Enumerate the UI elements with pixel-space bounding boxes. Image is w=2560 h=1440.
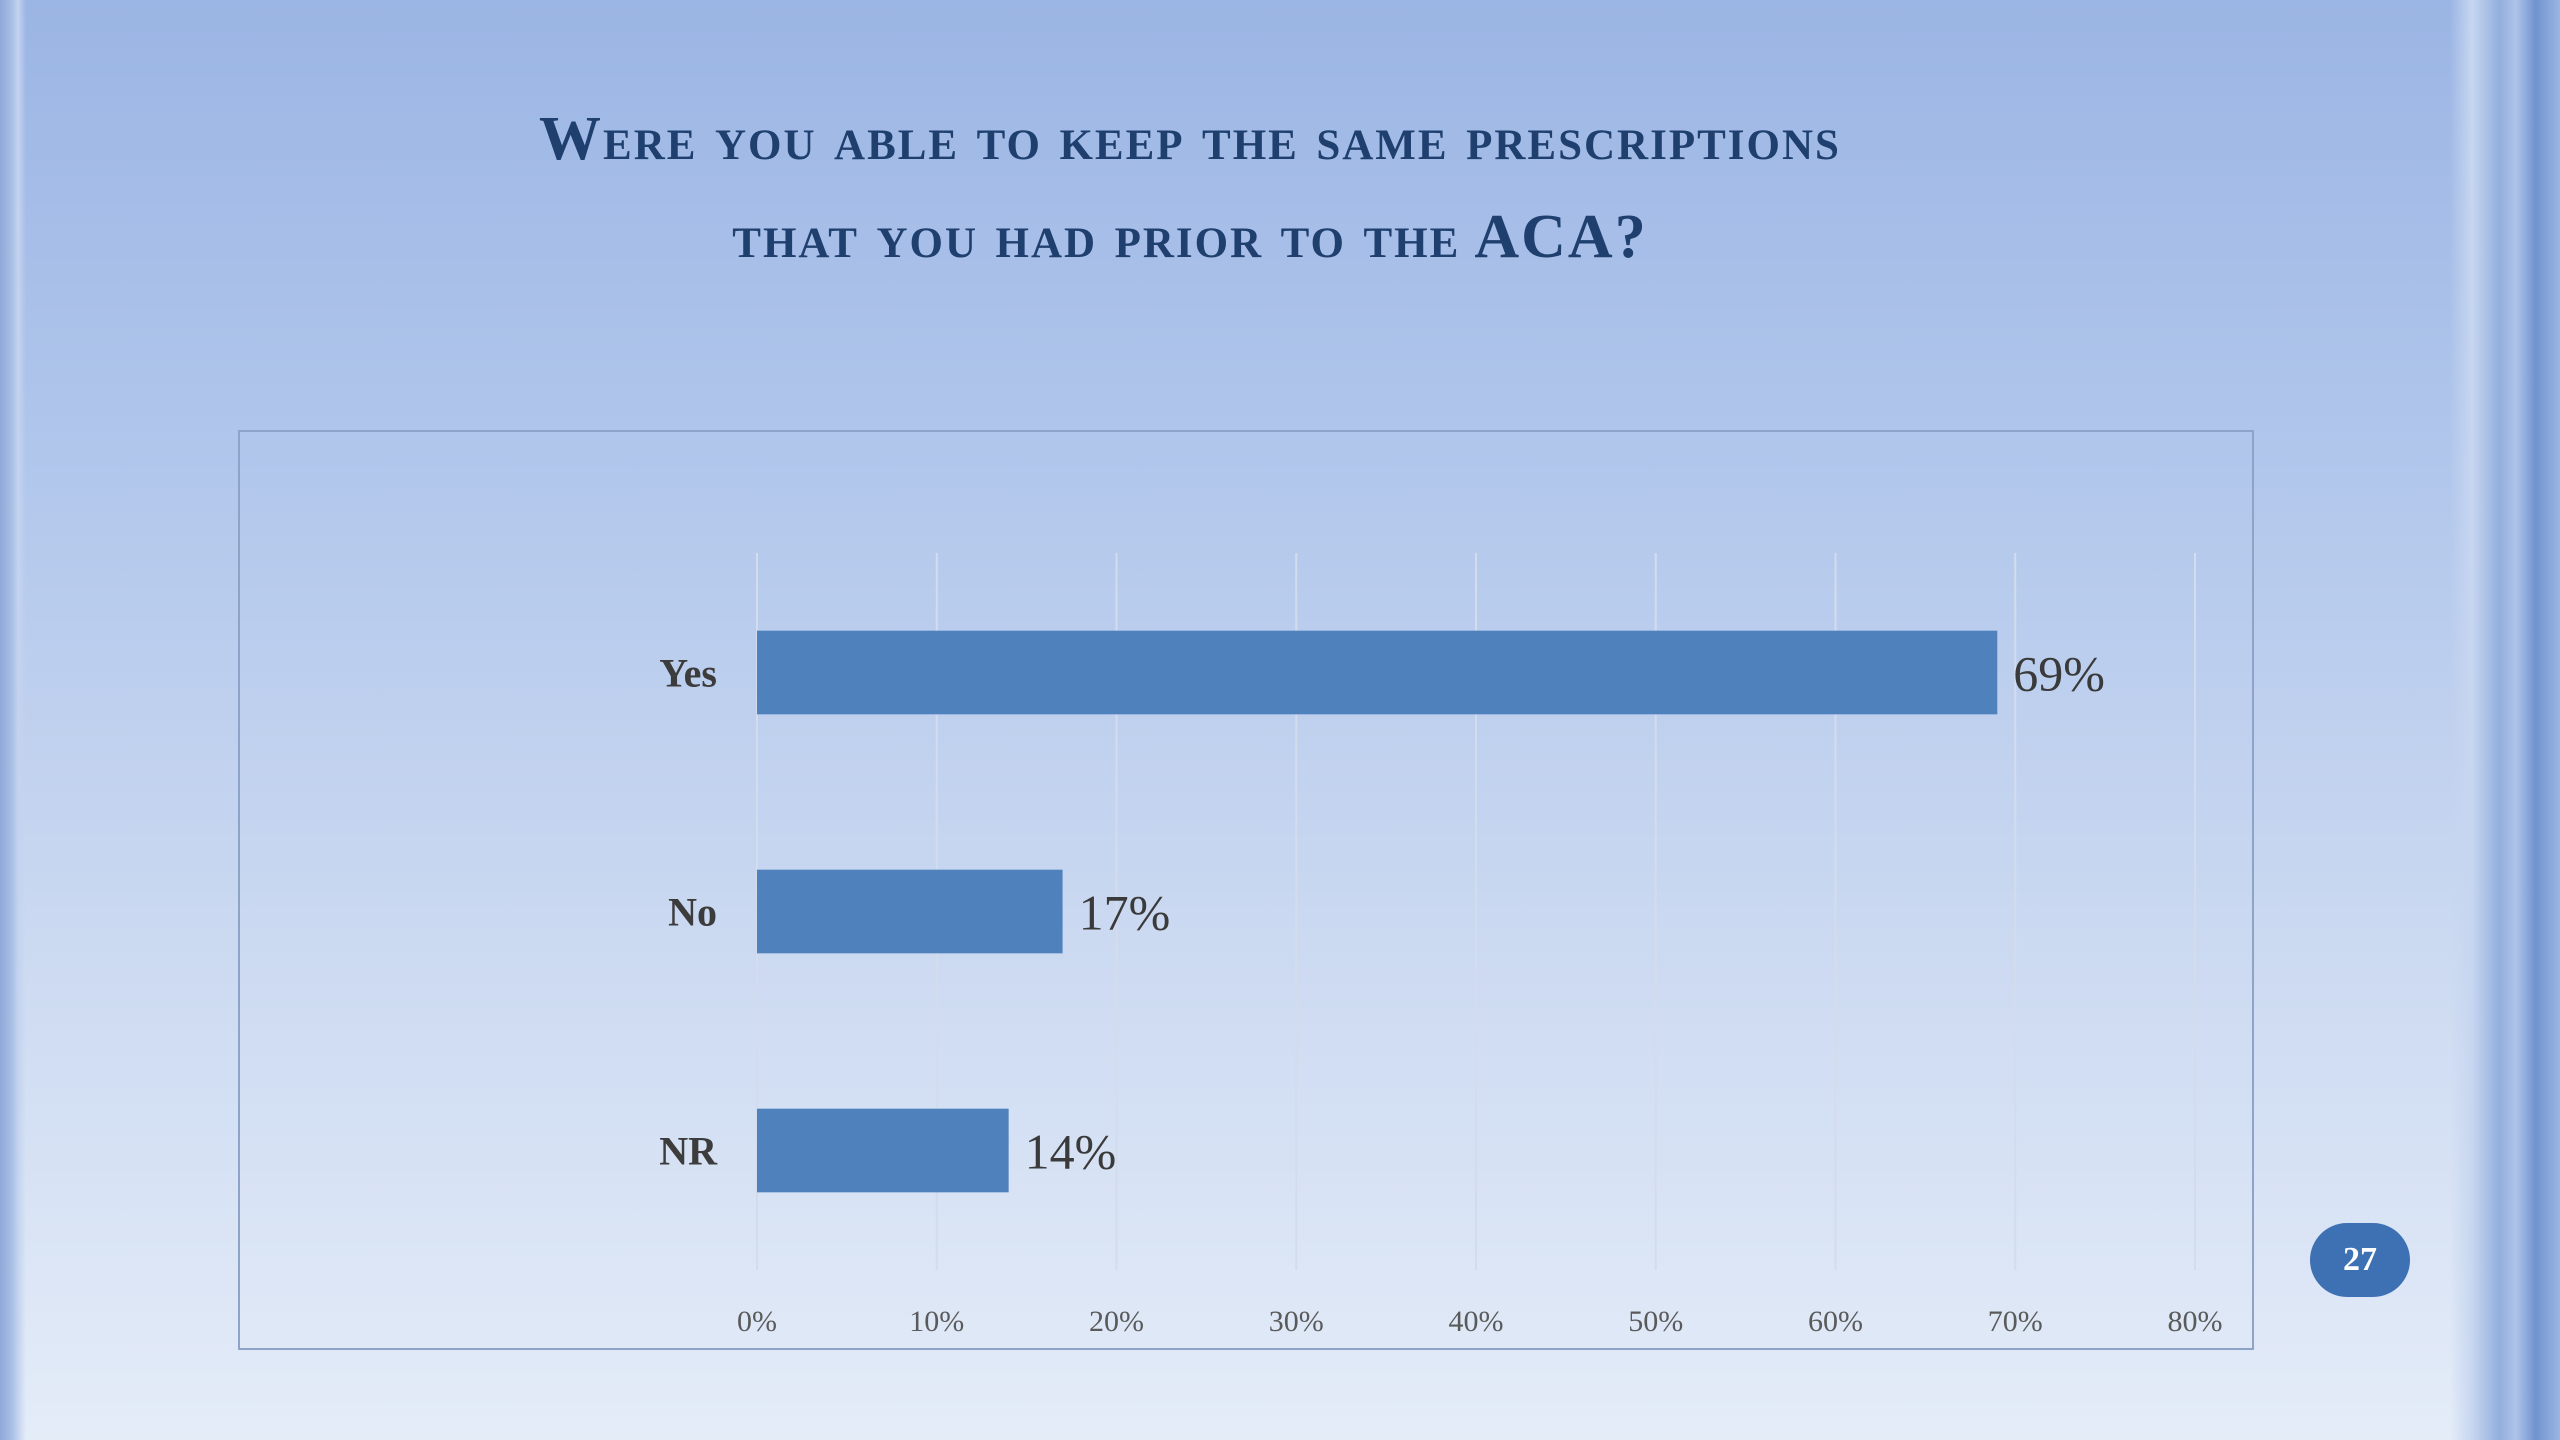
x-tick-label: 80% <box>2168 1305 2223 1338</box>
x-tick-label: 60% <box>1808 1305 1863 1338</box>
data-label: 69% <box>2013 646 2105 702</box>
data-label: 17% <box>1079 885 1171 941</box>
labels: 0% 10% 20% 30% 40% 50% 60% 70% 80% Yes 69% No 17% NR 1… <box>659 646 2222 1339</box>
x-tick-label: 50% <box>1628 1305 1683 1338</box>
slide-title-line-1: Were you able to keep the same prescript… <box>539 105 1841 173</box>
bars <box>757 630 1998 1193</box>
slide-number-badge: 27 <box>2310 1223 2410 1297</box>
x-tick-label: 40% <box>1449 1305 1504 1338</box>
x-tick-label: 10% <box>909 1305 964 1338</box>
bar-no <box>757 869 1063 954</box>
bar-nr <box>757 1108 1009 1193</box>
category-label: No <box>668 890 717 935</box>
slide-left-border <box>0 0 26 1440</box>
data-label: 14% <box>1025 1124 1117 1180</box>
x-tick-label: 70% <box>1988 1305 2043 1338</box>
slide-right-border <box>2450 0 2560 1440</box>
chart-frame <box>238 430 2254 1350</box>
x-tick-label: 20% <box>1089 1305 1144 1338</box>
x-tick-label: 30% <box>1269 1305 1324 1338</box>
category-label: NR <box>659 1129 718 1174</box>
category-label: Yes <box>659 651 717 696</box>
bar-yes <box>757 630 1998 715</box>
slide-title-line-2: that you had prior to the ACA? <box>732 203 1648 271</box>
slide-title: Were you able to keep the same prescript… <box>170 90 2210 286</box>
x-tick-label: 0% <box>737 1305 777 1338</box>
